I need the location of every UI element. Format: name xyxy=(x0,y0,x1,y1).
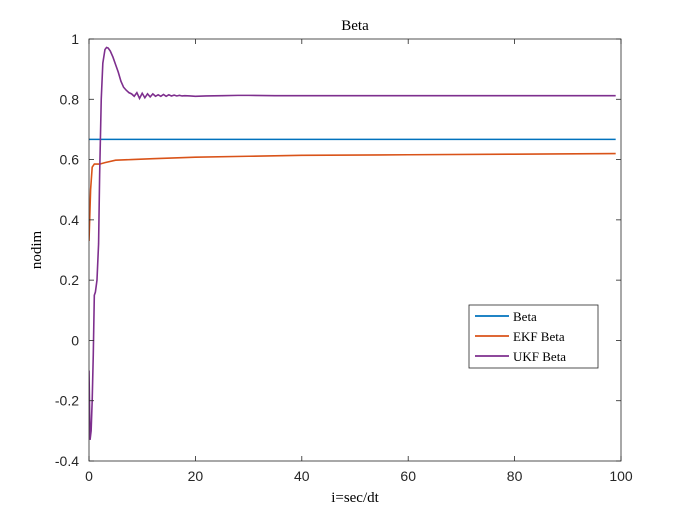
legend-label-0: Beta xyxy=(513,309,537,324)
y-axis-label: nodim xyxy=(29,231,45,270)
y-tick-label: 0.8 xyxy=(60,91,80,107)
x-axis-label: i=sec/dt xyxy=(331,490,379,506)
y-tick-label: 0.2 xyxy=(60,272,80,288)
y-tick-label: -0.4 xyxy=(55,453,79,469)
chart-title: Beta xyxy=(341,18,369,34)
x-tick-label: 0 xyxy=(85,468,93,484)
legend: Beta EKF Beta UKF Beta xyxy=(468,304,599,369)
x-tick-label: 40 xyxy=(294,468,310,484)
legend-label-1: EKF Beta xyxy=(513,329,565,344)
x-tick-label: 60 xyxy=(400,468,416,484)
y-tick-label: 0.4 xyxy=(60,212,80,228)
axes-box xyxy=(88,38,622,462)
y-tick-label: 1 xyxy=(71,31,79,47)
y-tick-label: 0.6 xyxy=(60,152,80,168)
y-tick-label: -0.2 xyxy=(55,393,79,409)
x-tick-label: 20 xyxy=(188,468,204,484)
legend-label-2: UKF Beta xyxy=(513,349,566,364)
x-tick-label: 100 xyxy=(609,468,633,484)
plot-area xyxy=(89,46,616,440)
series-line-2 xyxy=(89,46,616,440)
y-tick-label: 0 xyxy=(71,332,79,348)
x-tick-label: 80 xyxy=(507,468,523,484)
series-line-1 xyxy=(89,152,616,241)
